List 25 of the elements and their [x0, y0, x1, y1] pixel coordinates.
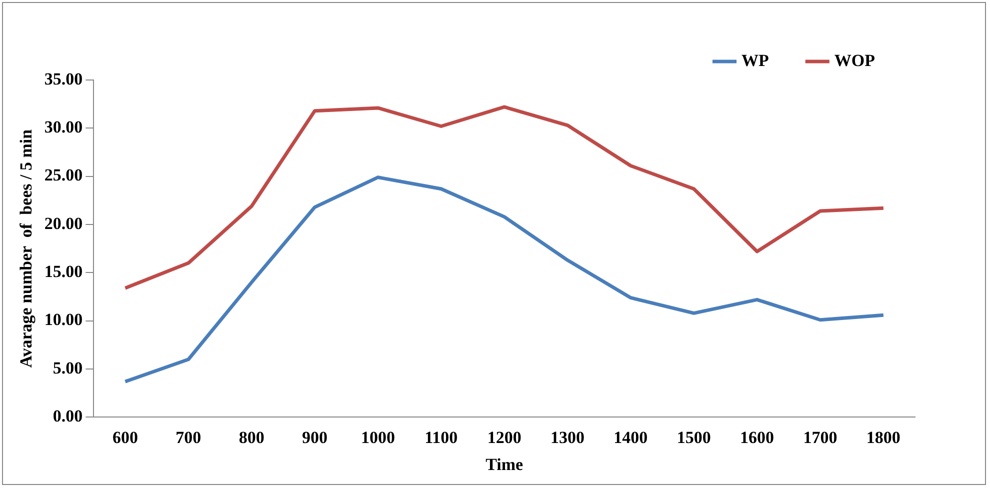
y-tick-label: 10.00	[44, 310, 83, 330]
y-tick-label: 30.00	[44, 118, 83, 137]
x-tick-label: 1400	[614, 428, 648, 447]
x-tick-label: 1700	[803, 428, 838, 447]
x-tick-label: 1800	[866, 428, 900, 447]
x-tick-label: 1500	[676, 428, 711, 447]
y-tick-label: 20.00	[44, 214, 83, 233]
y-tick-label: 0.00	[52, 406, 83, 426]
y-tick-label: 5.00	[52, 358, 83, 378]
x-tick-label: 1000	[360, 428, 395, 447]
y-axis-title: Avarage number of bees / 5 min	[16, 128, 36, 368]
legend-label: WOP	[834, 50, 875, 70]
x-tick-label: 1100	[424, 428, 458, 447]
y-tick-label: 35.00	[44, 69, 83, 88]
legend-label: WP	[742, 50, 769, 70]
x-tick-label: 800	[238, 428, 264, 447]
x-axis-title: Time	[486, 455, 524, 474]
x-tick-label: 900	[302, 428, 328, 447]
x-tick-label: 1300	[550, 428, 585, 447]
x-tick-label: 600	[112, 428, 138, 447]
y-tick-label: 15.00	[44, 262, 83, 282]
x-tick-label: 1600	[740, 428, 774, 447]
x-tick-label: 1200	[487, 428, 522, 447]
x-tick-label: 700	[176, 428, 202, 447]
y-tick-label: 25.00	[44, 166, 83, 185]
